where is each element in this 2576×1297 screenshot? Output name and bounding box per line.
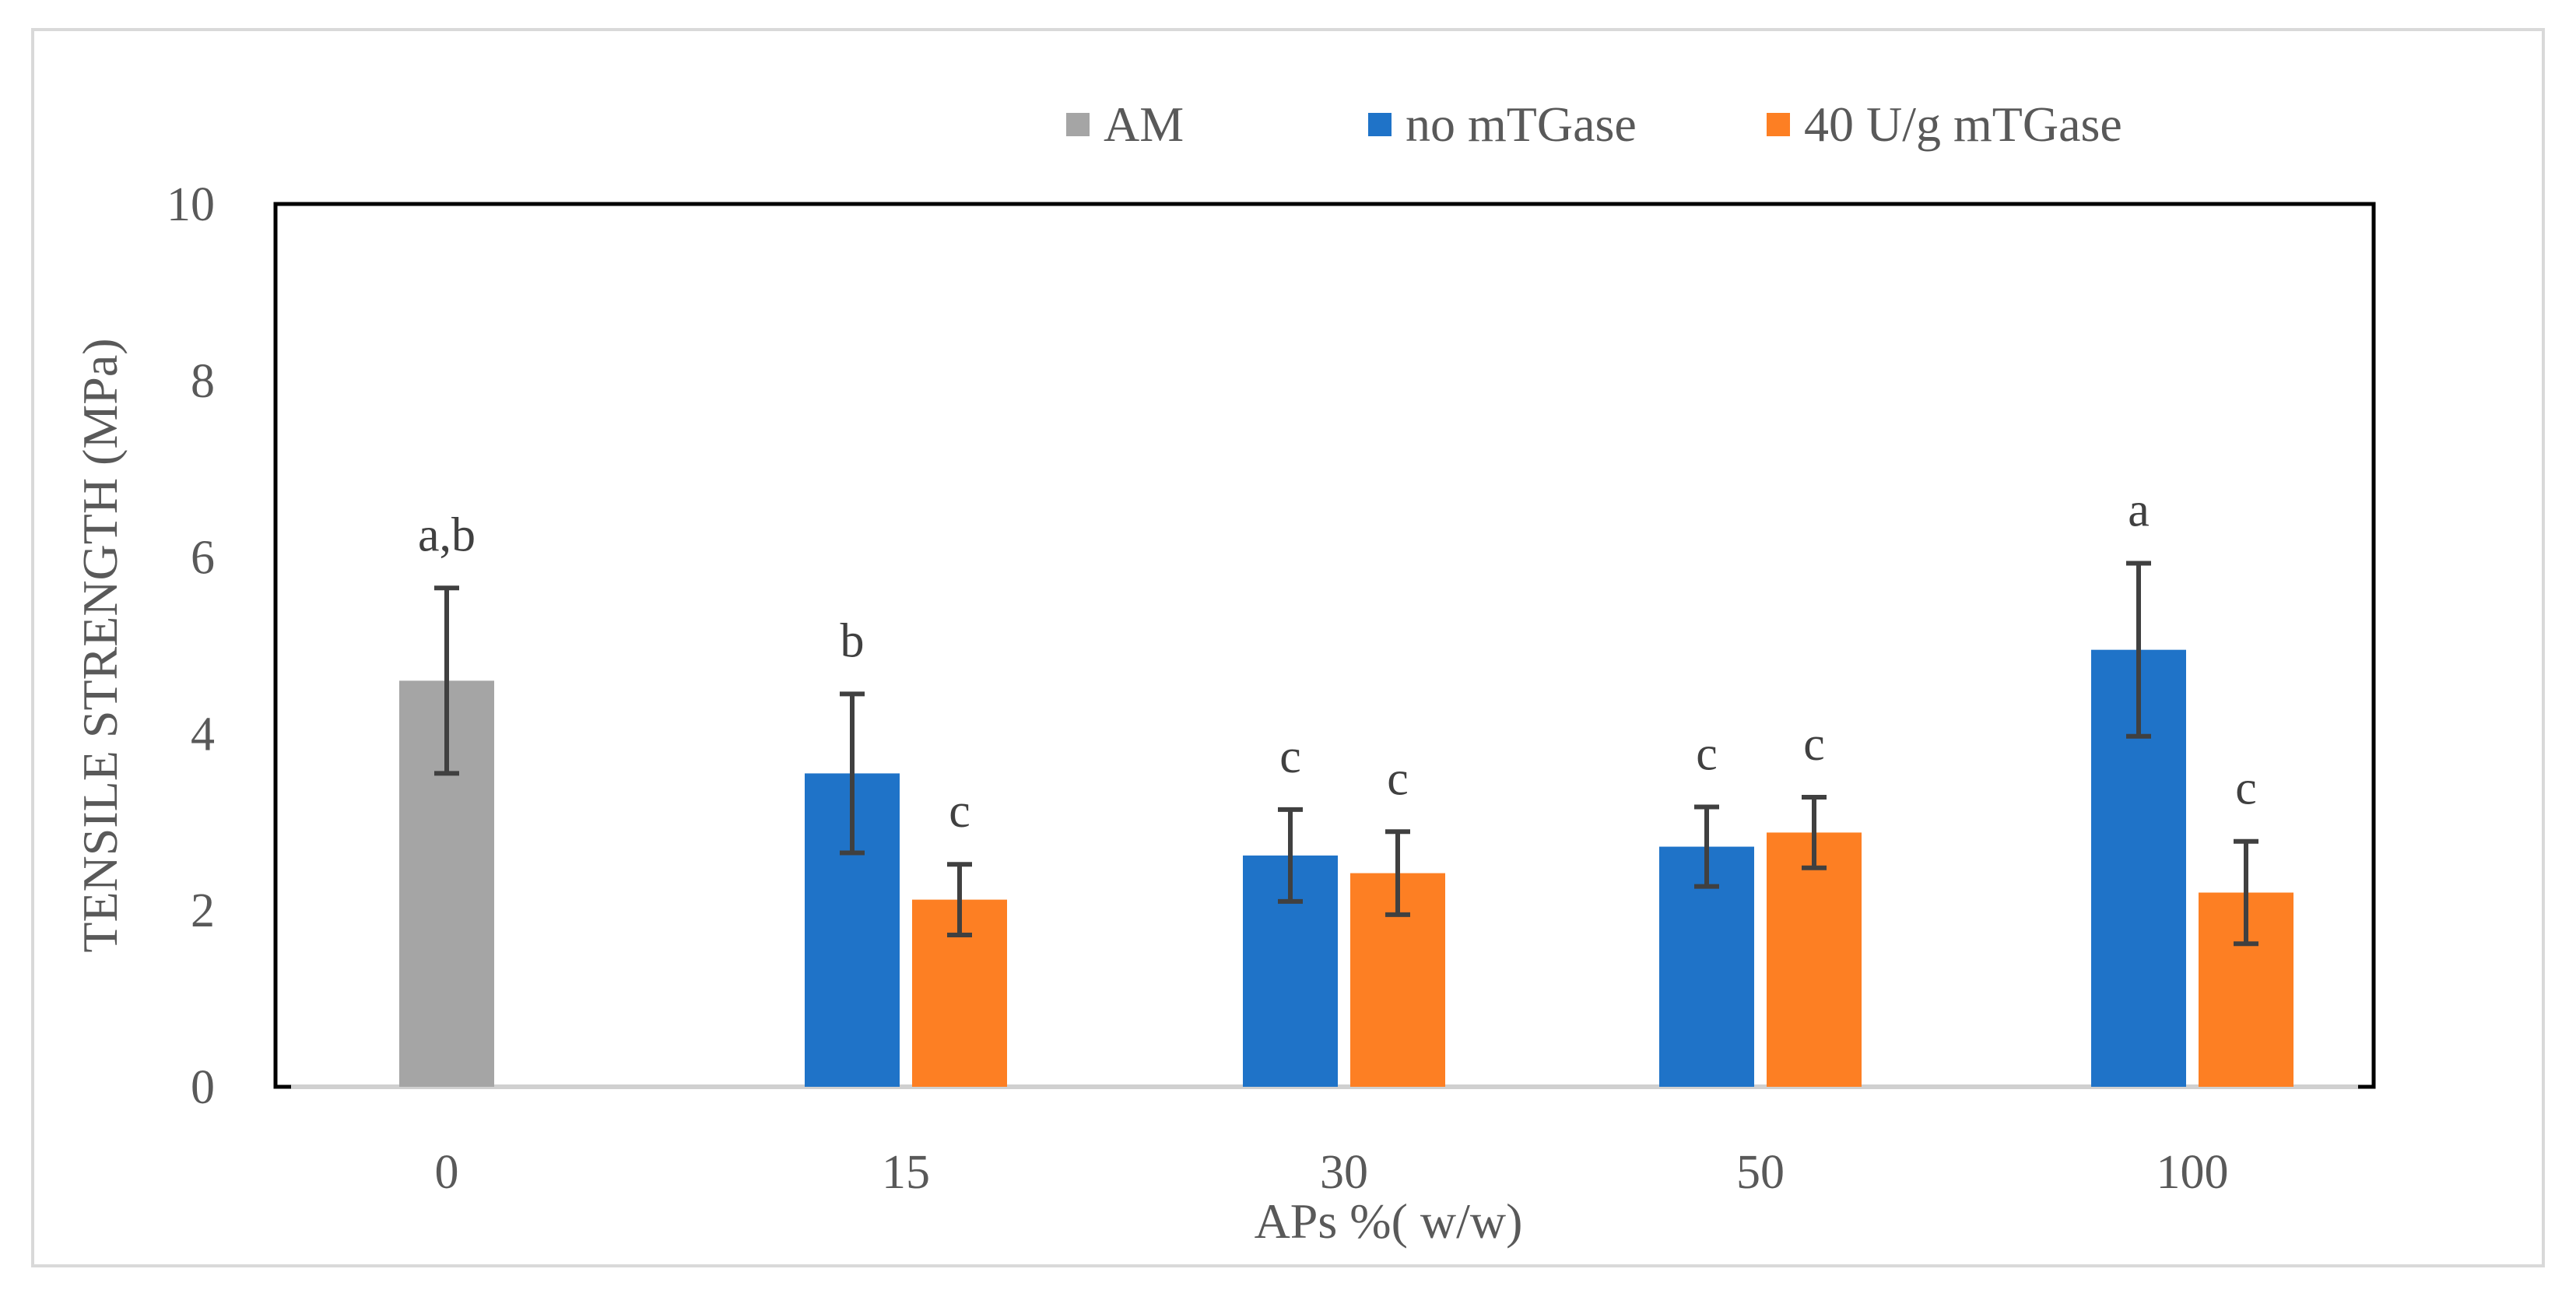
- error-bar: [1802, 795, 1827, 870]
- significance-label: b: [841, 614, 865, 667]
- legend-swatch: [1767, 113, 1790, 136]
- legend-label: no mTGase: [1406, 97, 1637, 152]
- significance-label: a,b: [418, 508, 476, 561]
- y-tick-label: 10: [167, 178, 215, 231]
- bar-40-u-g-mtgase-50: [1767, 832, 1862, 1087]
- legend: AM no mTGase 40 U/g mTGase: [1066, 97, 2122, 152]
- error-bar: [2234, 838, 2258, 947]
- x-tick-label: 30: [1320, 1146, 1368, 1199]
- legend-swatch: [1066, 113, 1090, 136]
- y-tick-label: 0: [191, 1061, 215, 1114]
- y-axis-ticks: 0 2 4 6 8 10: [167, 178, 215, 1114]
- y-axis-title: TENSILE STRENGTH (MPa): [72, 338, 128, 952]
- significance-label: c: [949, 785, 970, 838]
- y-tick-label: 6: [191, 532, 215, 585]
- x-tick-label: 15: [882, 1146, 930, 1199]
- significance-label: c: [1696, 728, 1718, 781]
- error-bar: [2126, 561, 2151, 739]
- y-tick-label: 4: [191, 708, 215, 761]
- significance-label: c: [1803, 718, 1825, 771]
- error-bar: [1278, 807, 1303, 904]
- x-tick-label: 50: [1736, 1146, 1785, 1199]
- error-bar: [840, 691, 865, 856]
- bar-series: a,b b c c a c c c c: [291, 484, 2358, 1089]
- significance-label: c: [1279, 730, 1301, 783]
- legend-label: 40 U/g mTGase: [1804, 97, 2122, 152]
- legend-swatch: [1368, 113, 1392, 136]
- error-bar: [1385, 829, 1410, 917]
- y-tick-label: 2: [191, 884, 215, 937]
- error-bar: [434, 585, 459, 776]
- x-tick-label: 100: [2157, 1146, 2229, 1199]
- error-bar: [1694, 804, 1719, 889]
- error-bar: [947, 862, 972, 937]
- significance-label: c: [1387, 752, 1409, 805]
- x-axis-title: APs %( w/w): [1255, 1193, 1523, 1249]
- significance-label: c: [2235, 762, 2257, 815]
- significance-label: a: [2128, 484, 2150, 537]
- y-tick-label: 8: [191, 355, 215, 408]
- x-axis-ticks: 0 15 30 50 100: [435, 1146, 2229, 1199]
- legend-label: AM: [1104, 97, 1184, 152]
- x-tick-label: 0: [435, 1146, 459, 1199]
